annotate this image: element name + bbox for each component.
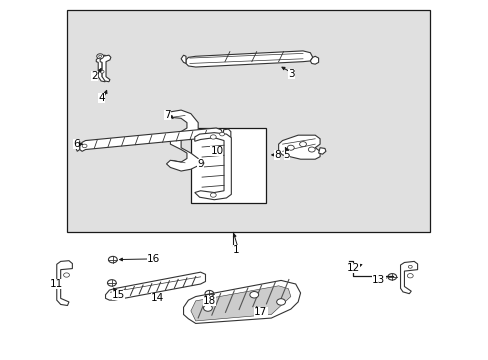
Polygon shape <box>80 128 223 151</box>
Bar <box>190 128 266 203</box>
Polygon shape <box>57 261 72 306</box>
Polygon shape <box>105 272 205 300</box>
Circle shape <box>97 54 103 59</box>
Polygon shape <box>166 110 198 171</box>
Text: 18: 18 <box>203 296 216 306</box>
Text: 16: 16 <box>147 254 160 264</box>
Circle shape <box>63 273 69 277</box>
Circle shape <box>276 299 285 305</box>
Circle shape <box>210 193 216 197</box>
Text: 11: 11 <box>49 279 62 289</box>
Text: 3: 3 <box>288 69 294 79</box>
Polygon shape <box>194 133 231 200</box>
Polygon shape <box>76 140 80 151</box>
Circle shape <box>100 70 104 73</box>
Text: 8: 8 <box>273 150 280 160</box>
Polygon shape <box>190 286 290 321</box>
Polygon shape <box>96 55 107 82</box>
Text: 13: 13 <box>371 275 385 285</box>
Text: 9: 9 <box>197 159 203 169</box>
Circle shape <box>299 141 306 147</box>
Polygon shape <box>318 148 325 154</box>
Text: 14: 14 <box>151 293 164 303</box>
Text: 6: 6 <box>73 139 80 149</box>
Circle shape <box>99 55 102 57</box>
Text: 15: 15 <box>112 291 125 301</box>
Text: 5: 5 <box>283 150 289 160</box>
Text: 7: 7 <box>163 111 170 121</box>
Polygon shape <box>185 51 312 67</box>
Circle shape <box>407 274 412 278</box>
Text: 17: 17 <box>254 307 267 316</box>
Polygon shape <box>310 56 318 64</box>
Circle shape <box>287 145 294 150</box>
Polygon shape <box>221 129 230 140</box>
Circle shape <box>249 292 258 298</box>
Circle shape <box>407 265 411 268</box>
Text: 10: 10 <box>210 146 223 156</box>
Circle shape <box>82 144 87 148</box>
Polygon shape <box>181 55 185 63</box>
Bar <box>66 10 429 232</box>
Polygon shape <box>278 135 320 159</box>
Circle shape <box>308 147 315 152</box>
Polygon shape <box>183 280 300 323</box>
Text: 12: 12 <box>346 263 359 273</box>
Circle shape <box>210 135 216 139</box>
Circle shape <box>219 132 224 136</box>
Polygon shape <box>400 261 417 294</box>
Text: 1: 1 <box>232 245 239 255</box>
Circle shape <box>203 305 212 311</box>
Polygon shape <box>100 55 111 82</box>
Text: 4: 4 <box>98 93 104 103</box>
Text: 2: 2 <box>91 71 97 81</box>
